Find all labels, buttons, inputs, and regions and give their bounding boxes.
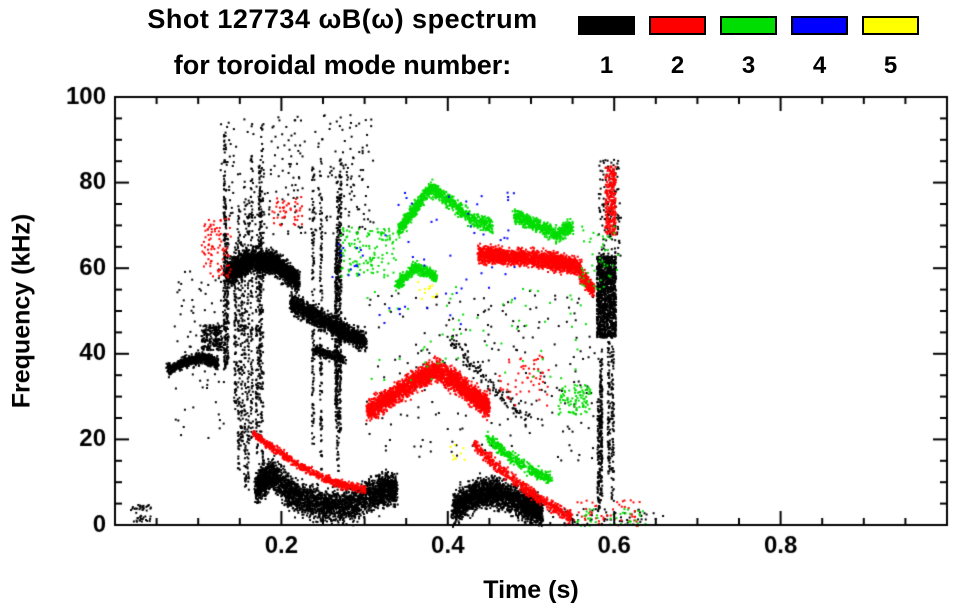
legend-swatch-mode-4	[791, 16, 848, 35]
legend-label-mode-4: 4	[812, 52, 827, 79]
plot-title: Shot 127734 ωB(ω) spectrum	[147, 4, 538, 34]
legend-swatch-mode-3	[720, 16, 777, 35]
mode-legend-numbers: 1 2 3 4 5	[578, 52, 919, 80]
legend-label-mode-1: 1	[599, 52, 614, 79]
legend-swatch-mode-5	[862, 16, 919, 35]
legend-swatch-mode-2	[649, 16, 706, 35]
y-axis-label: Frequency (kHz)	[7, 213, 36, 409]
x-axis-label: Time (s)	[483, 576, 579, 604]
plot-subtitle: for toroidal mode number:	[173, 50, 512, 80]
legend-label-mode-2: 2	[670, 52, 685, 79]
legend-label-mode-5: 5	[883, 52, 898, 79]
legend-label-mode-3: 3	[741, 52, 756, 79]
legend-swatch-mode-1	[578, 16, 635, 35]
mode-legend-swatches	[578, 16, 919, 35]
